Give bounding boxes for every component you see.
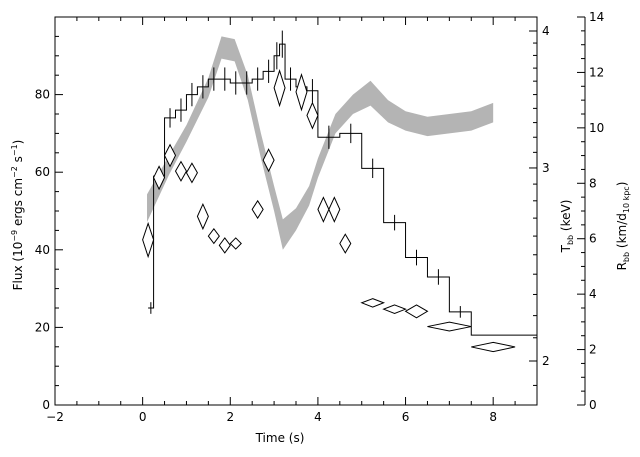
x-tick-label: 8 bbox=[489, 410, 497, 424]
tbb-diamond bbox=[404, 304, 429, 319]
x-tick-label: −2 bbox=[46, 410, 64, 424]
tbb-diamond bbox=[163, 143, 177, 168]
tbb-diamond bbox=[174, 160, 188, 182]
tbb-tick-label: 3 bbox=[542, 161, 550, 175]
x-tick-label: 0 bbox=[139, 410, 147, 424]
tbb-diamond bbox=[218, 237, 231, 254]
rbb-tick-label: 14 bbox=[589, 10, 604, 24]
tbb-diamond bbox=[251, 199, 264, 220]
rbb-tick-label: 2 bbox=[589, 343, 597, 357]
tbb-diamond bbox=[306, 101, 319, 130]
flux-tick-label: 0 bbox=[42, 398, 50, 412]
flux-step-line bbox=[148, 43, 537, 336]
rbb-tick-label: 0 bbox=[589, 398, 597, 412]
tbb-diamond bbox=[207, 227, 220, 245]
tbb-diamond bbox=[427, 321, 472, 332]
x-axis-title: Time (s) bbox=[255, 431, 305, 445]
rbb-tick-label: 4 bbox=[589, 287, 597, 301]
x-tick-label: 6 bbox=[402, 410, 410, 424]
tbb-diamond bbox=[360, 298, 386, 308]
rbb-axis-title: Rbb (km/d10 kpc) bbox=[615, 182, 631, 271]
x-tick-label: 2 bbox=[226, 410, 234, 424]
rbb-tick-label: 6 bbox=[589, 232, 597, 246]
tbb-diamond bbox=[229, 237, 242, 250]
flux-tick-label: 20 bbox=[35, 320, 50, 334]
flux-tick-label: 80 bbox=[35, 88, 50, 102]
rbb-tick-label: 8 bbox=[589, 176, 597, 190]
tbb-diamond bbox=[185, 162, 198, 184]
tbb-diamond bbox=[328, 196, 341, 223]
rbb-tick-label: 12 bbox=[589, 65, 604, 79]
axis-ticks bbox=[54, 16, 586, 406]
tbb-diamond bbox=[317, 196, 330, 223]
tbb-diamond bbox=[382, 304, 407, 315]
flux-axis-title: Flux (10−9 ergs cm−2 s−1) bbox=[10, 140, 25, 291]
tbb-diamond bbox=[262, 148, 275, 173]
tbb-diamond bbox=[142, 221, 155, 259]
rbb-tick-label: 10 bbox=[589, 121, 604, 135]
flux-tick-label: 60 bbox=[35, 165, 50, 179]
tbb-axis-title: Tbb (keV) bbox=[559, 200, 575, 254]
tbb-diamond bbox=[295, 72, 308, 112]
x-tick-label: 4 bbox=[314, 410, 322, 424]
tbb-tick-label: 4 bbox=[542, 24, 550, 38]
tbb-diamond bbox=[339, 233, 352, 254]
flux-step-layer bbox=[148, 30, 537, 336]
tbb-diamond bbox=[196, 203, 209, 231]
flux-tick-label: 40 bbox=[35, 243, 50, 257]
tbb-diamond bbox=[471, 341, 516, 353]
tbb-diamond bbox=[153, 165, 166, 191]
tbb-tick-label: 2 bbox=[542, 354, 550, 368]
tbb-diamond-layer bbox=[142, 69, 516, 353]
tbb-diamond bbox=[273, 69, 286, 108]
